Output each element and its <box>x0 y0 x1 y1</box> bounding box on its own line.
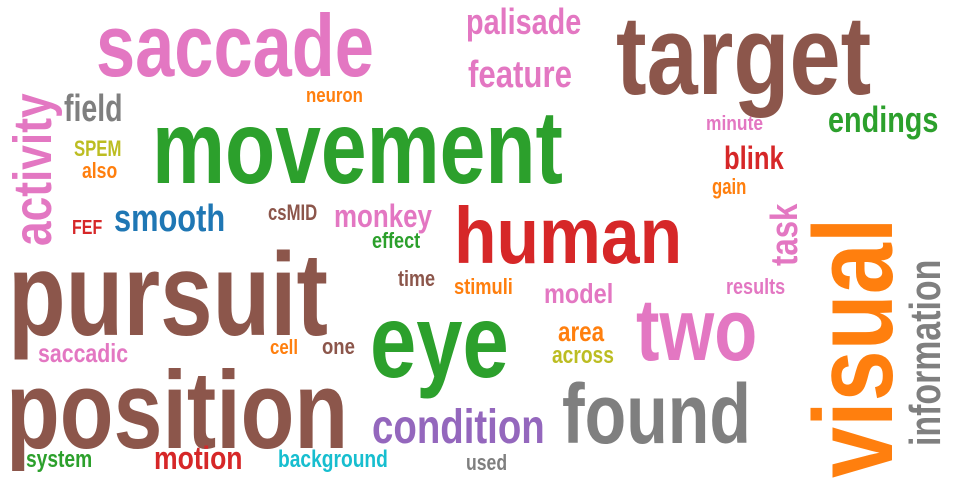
word-area: area <box>558 316 605 347</box>
word-one: one <box>322 334 355 359</box>
word-also: also <box>82 158 118 183</box>
word-position: position <box>6 349 349 472</box>
word-task: task <box>764 203 806 266</box>
word-eye: eye <box>370 284 509 400</box>
word-blink: blink <box>724 140 784 176</box>
word-minute: minute <box>706 113 764 135</box>
word-csmid: csMID <box>268 200 318 225</box>
word-found: found <box>562 367 751 461</box>
word-human: human <box>454 191 683 280</box>
word-monkey: monkey <box>334 198 432 234</box>
word-spem: SPEM <box>74 136 122 161</box>
word-information: information <box>901 259 950 446</box>
word-condition: condition <box>372 401 545 454</box>
word-saccade: saccade <box>96 0 374 95</box>
word-endings: endings <box>828 99 939 140</box>
word-background: background <box>278 446 388 473</box>
word-activity: activity <box>3 93 63 246</box>
word-model: model <box>544 278 614 309</box>
word-system: system <box>26 446 93 473</box>
word-movement: movement <box>152 90 563 206</box>
word-feature: feature <box>468 54 572 96</box>
word-smooth: smooth <box>114 198 226 240</box>
word-visual: visual <box>791 217 916 478</box>
word-neuron: neuron <box>306 85 363 107</box>
word-fef: FEF <box>72 217 103 239</box>
word-target: target <box>616 0 872 118</box>
word-field: field <box>64 88 123 130</box>
word-across: across <box>552 342 614 369</box>
word-palisade: palisade <box>466 1 582 42</box>
word-saccadic: saccadic <box>38 338 129 368</box>
word-effect: effect <box>372 228 421 253</box>
word-stimuli: stimuli <box>454 274 513 299</box>
word-pursuit: pursuit <box>8 229 328 361</box>
word-cell: cell <box>270 337 299 359</box>
word-two: two <box>636 280 758 379</box>
word-time: time <box>398 266 436 291</box>
word-used: used <box>466 450 508 475</box>
word-gain: gain <box>712 174 747 199</box>
word-motion: motion <box>154 440 243 476</box>
word-results: results <box>726 274 786 299</box>
